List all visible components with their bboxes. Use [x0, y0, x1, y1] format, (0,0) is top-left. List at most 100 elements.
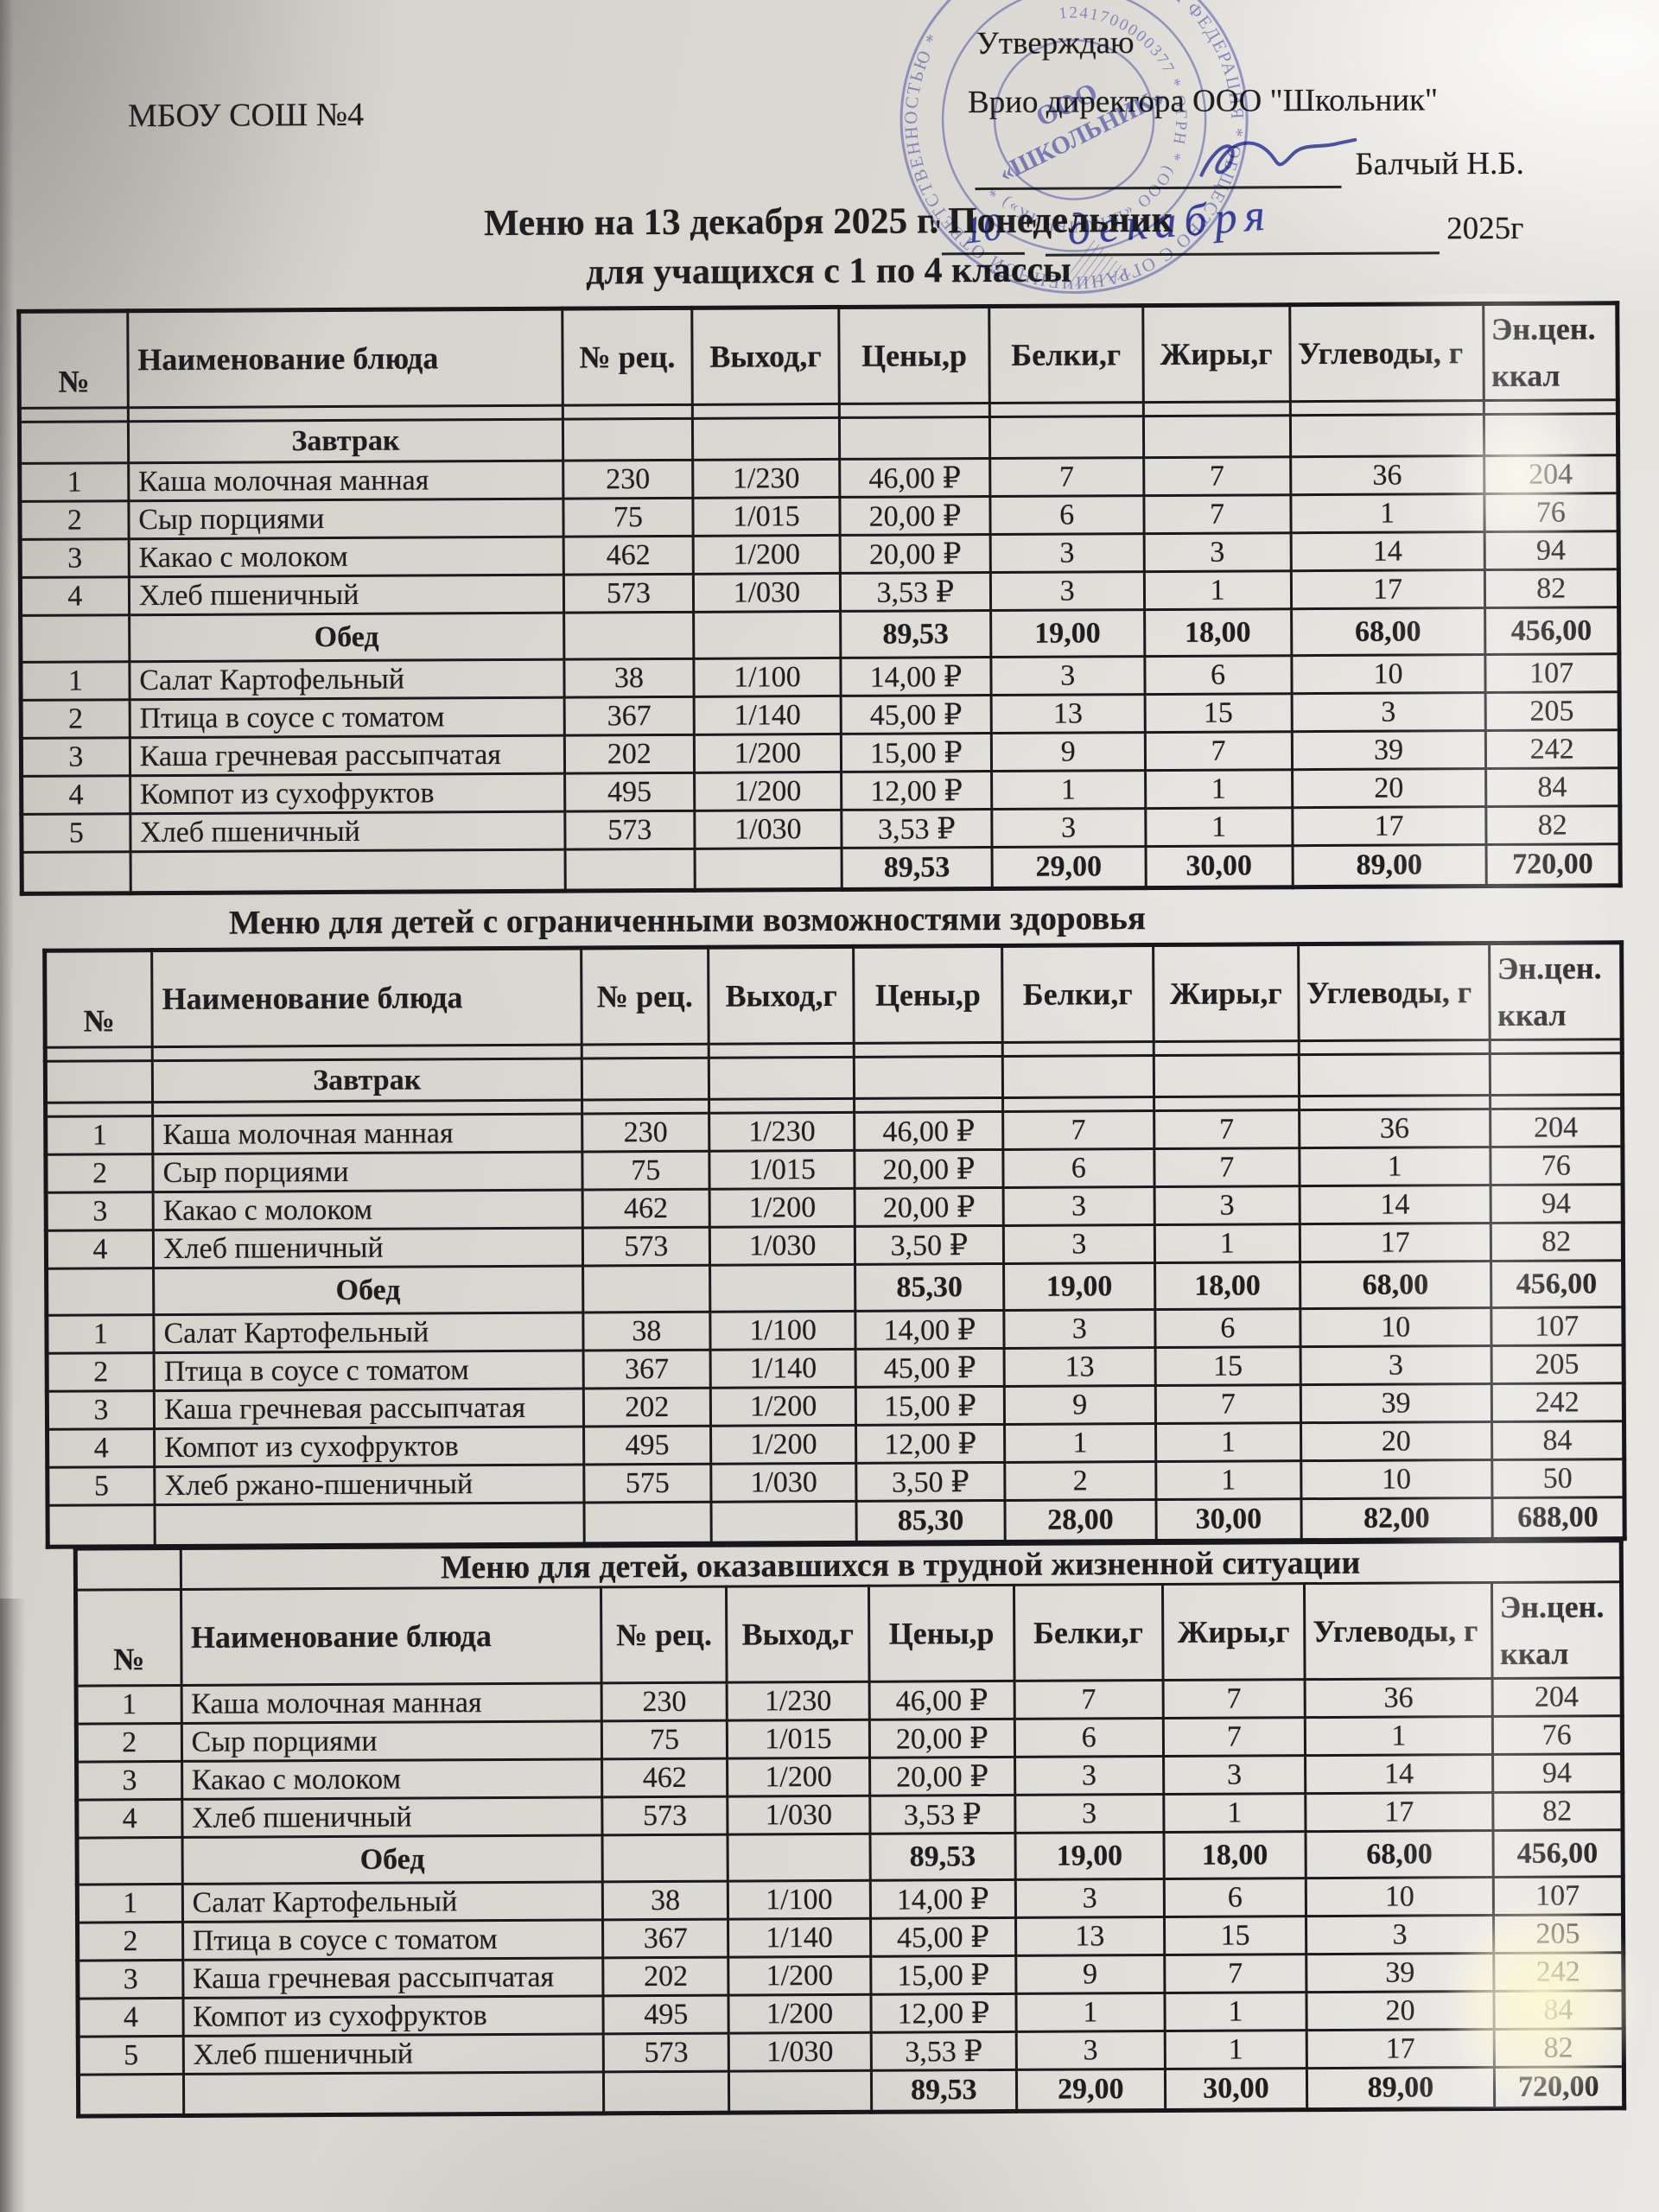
cell-recipe: 230 [601, 1682, 728, 1721]
cell-num: 1 [76, 1685, 181, 1725]
cell-dish: Каша молочная манная [152, 1114, 582, 1154]
cell-carbs: 3 [1306, 1915, 1494, 1955]
cell-carbs: 17 [1300, 1223, 1491, 1262]
cell-fat: 1 [1155, 1460, 1301, 1500]
cell-num: 3 [20, 538, 130, 578]
cell-recipe: 495 [564, 772, 695, 812]
cell-portion [709, 1057, 855, 1100]
cell-recipe: 38 [602, 1881, 728, 1920]
stamp-inner-circle [993, 39, 1155, 200]
cell-recipe: 202 [582, 1388, 711, 1427]
table-row-total: 89,53 29,00 30,00 89,00 720,00 [78, 2066, 1624, 2117]
cell-kcal: 242 [1484, 729, 1620, 769]
cell-recipe: 38 [582, 1312, 711, 1351]
header-protein: Белки,г [1001, 944, 1154, 1043]
cell-portion: 1/200 [727, 1758, 870, 1797]
cell-recipe: 462 [563, 536, 694, 575]
cell-portion: 1/030 [693, 573, 841, 613]
cell-fat: 6 [1144, 655, 1292, 695]
cell-num: 3 [46, 1192, 154, 1231]
cell-fat: 7 [1154, 1109, 1300, 1149]
cell-fat: 1 [1145, 769, 1293, 809]
subtotal-kcal: 456,00 [1484, 607, 1619, 655]
cell-recipe: 202 [564, 734, 695, 774]
cell-protein [1001, 1041, 1154, 1057]
header-price: Цены,р [853, 945, 1002, 1044]
cell-protein: 3 [990, 571, 1145, 611]
cell-dish [183, 2071, 604, 2116]
table-row-header: № Наименование блюда № рец. Выход,г Цены,р Бе… [75, 1581, 1623, 1687]
header-kcal: Эн.цен. ккал [1483, 302, 1618, 401]
total-price: 89,53 [842, 847, 993, 890]
cell-protein: 3 [1003, 1224, 1155, 1264]
table-section-title: Меню для детей, оказавшихся в трудной жи… [180, 1540, 1622, 1590]
cell-recipe: 367 [602, 1919, 728, 1958]
header-recipe: № рец. [562, 308, 693, 406]
photo-bottom-left-edge [0, 1599, 26, 2212]
header-kcal: Эн.цен. ккал [1491, 1581, 1623, 1679]
cell-portion [711, 1501, 857, 1544]
cell-kcal: 107 [1484, 653, 1620, 693]
cell-price [839, 416, 990, 460]
cell-recipe: 462 [601, 1758, 728, 1797]
cell-portion: 1/200 [692, 535, 841, 575]
subtotal-kcal: 456,00 [1491, 1260, 1624, 1308]
cell-dish: Хлеб пшеничный [129, 575, 564, 615]
cell-price: 20,00 ₽ [855, 1149, 1003, 1189]
cell-num: 2 [47, 1352, 155, 1392]
cell-fat [1154, 1096, 1300, 1111]
cell-portion: 1/100 [693, 658, 842, 697]
cell-num: 3 [47, 1390, 155, 1430]
total-fat: 30,00 [1145, 845, 1293, 888]
cell-fat: 3 [1143, 532, 1292, 572]
cell-portion: 1/030 [728, 2032, 872, 2072]
section-label: Завтрак [128, 419, 563, 463]
cell-recipe: 573 [564, 810, 695, 850]
cell-portion [709, 1043, 855, 1058]
cell-dish: Компот из сухофруктов [182, 1995, 604, 2037]
cell-price: 14,00 ₽ [840, 657, 992, 696]
cell-price: 45,00 ₽ [870, 1917, 1016, 1957]
cell-protein: 9 [1015, 1955, 1165, 1994]
cell-kcal: 82 [1484, 569, 1619, 608]
cell-fat: 1 [1164, 2030, 1307, 2069]
cell-protein [1002, 1096, 1154, 1112]
cell-price: 46,00 ₽ [854, 1111, 1003, 1151]
subtotal-protein: 19,00 [990, 609, 1145, 658]
cell-kcal: 94 [1490, 1184, 1624, 1224]
cell-protein [989, 416, 1144, 459]
cell-num [45, 1060, 153, 1103]
cell-fat: 1 [1143, 570, 1292, 610]
cell-fat [1142, 415, 1291, 458]
total-carbs: 82,00 [1300, 1497, 1492, 1541]
cell-protein [1002, 1055, 1154, 1098]
cell-num: 1 [45, 1116, 153, 1155]
header-portion: Выход,г [708, 946, 855, 1045]
cell-carbs: 39 [1306, 1953, 1494, 1993]
signature-line: Балчый Н.Б. [968, 127, 1524, 197]
cell-recipe: 75 [582, 1151, 710, 1191]
cell-recipe: 75 [563, 498, 693, 537]
cell-price: 20,00 ₽ [855, 1187, 1004, 1227]
cell-recipe [563, 418, 693, 461]
cell-price: 12,00 ₽ [870, 1993, 1017, 2033]
cell-kcal: 82 [1493, 2028, 1624, 2068]
cell-recipe [583, 1502, 712, 1545]
school-name: МБОУ СОШ №4 [127, 96, 365, 135]
cell-portion: 1/030 [711, 1463, 857, 1503]
cell-protein: 1 [991, 770, 1146, 810]
cell-protein: 3 [1015, 1878, 1165, 1918]
cell-fat: 7 [1162, 1717, 1306, 1757]
round-stamp: РОССИЙСКАЯ ФЕДЕРАЦИЯ * ОБЩЕСТВО С ОГРАНИ… [863, 0, 1285, 330]
header-dish: Наименование блюда [151, 948, 582, 1047]
cell-recipe: 575 [583, 1464, 712, 1503]
cell-kcal: 82 [1485, 805, 1621, 845]
header-portion: Выход,г [726, 1586, 869, 1683]
cell-recipe [603, 2071, 729, 2113]
cell-price: 20,00 ₽ [869, 1757, 1015, 1796]
cell-num: 1 [46, 1314, 155, 1354]
cell-num: 1 [77, 1884, 183, 1923]
cell-portion: 1/200 [709, 1188, 855, 1228]
cell-fat: 6 [1154, 1308, 1300, 1348]
